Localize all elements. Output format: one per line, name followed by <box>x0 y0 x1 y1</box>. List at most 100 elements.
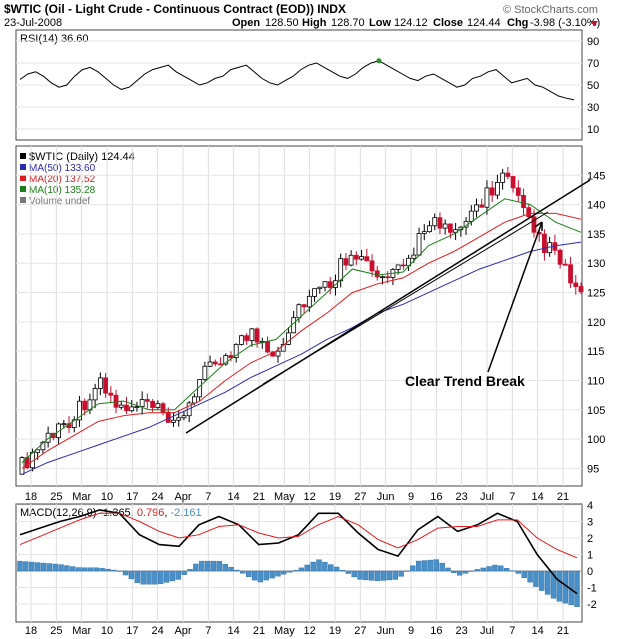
candle-up <box>171 419 176 423</box>
x-tick-label: 21 <box>253 491 265 503</box>
candle-up <box>432 217 438 227</box>
candle-down <box>353 254 359 260</box>
candle-up <box>395 264 401 270</box>
candle-down <box>400 264 406 267</box>
x-tick-label: 21 <box>557 491 569 503</box>
x-tick-label: 9 <box>408 625 414 637</box>
candle-up <box>176 417 182 421</box>
candle-up <box>139 399 145 408</box>
candle-up <box>202 365 208 380</box>
rsi-tick-label: 50 <box>587 80 599 92</box>
candle-down <box>212 361 218 365</box>
macd-histogram-bar <box>474 569 481 572</box>
candle-down <box>160 403 166 413</box>
open-value: 128.50 <box>265 17 299 29</box>
trend-line <box>185 179 591 434</box>
macd-tick-label: 3 <box>587 517 593 529</box>
macd-histogram-bar <box>304 564 310 572</box>
macd-histogram-bar <box>374 570 381 582</box>
x-tick-label: 7 <box>205 491 211 503</box>
candle-up <box>421 231 427 234</box>
candle-up <box>233 344 239 359</box>
candle-down <box>578 286 584 293</box>
x-tick-label: 25 <box>50 625 62 637</box>
candle-down <box>447 223 453 233</box>
candle-up <box>275 350 281 357</box>
price-tick-label: 130 <box>587 258 605 270</box>
candle-up <box>348 254 354 266</box>
close-label: Close <box>433 17 463 29</box>
macd-histogram-bar <box>328 564 334 572</box>
macd-histogram-bar <box>298 567 305 572</box>
legend-swatch <box>20 197 26 203</box>
x-tick-label: 16 <box>430 491 442 503</box>
candle-down <box>489 187 495 196</box>
trend-line-secondary <box>262 211 549 385</box>
candle-down <box>228 355 234 359</box>
macd-histogram-bar <box>275 570 281 577</box>
price-tick-label: 135 <box>587 229 605 241</box>
candle-up <box>40 441 46 451</box>
x-tick-label: 23 <box>456 491 468 503</box>
macd-histogram-bar <box>140 570 146 585</box>
macd-histogram-bar <box>392 570 398 580</box>
candle-up <box>359 256 364 260</box>
candle-up <box>306 295 312 308</box>
candle-down <box>374 270 380 278</box>
candle-up <box>312 288 317 297</box>
macd-histogram-bar <box>480 567 486 572</box>
candle-up <box>77 400 82 421</box>
price-tick-label: 110 <box>587 375 605 387</box>
macd-histogram-bar <box>515 570 522 574</box>
rsi-tick-label: 90 <box>587 36 599 48</box>
macd-histogram-bar <box>93 567 99 572</box>
x-tick-label: 14 <box>228 491 240 503</box>
candle-down <box>124 404 129 412</box>
x-tick-label: 24 <box>152 491 164 503</box>
candle-up <box>207 361 213 367</box>
x-tick-label: 10 <box>101 625 113 637</box>
macd-histogram-bar <box>492 564 498 572</box>
price-tick-label: 115 <box>587 346 605 358</box>
candle-down <box>542 233 547 254</box>
macd-histogram-bar <box>556 570 563 602</box>
x-tick-label: 9 <box>408 491 414 503</box>
candle-down <box>369 260 375 272</box>
macd-histogram-bar <box>128 570 135 580</box>
x-tick-label: 18 <box>25 491 37 503</box>
macd-histogram-bar <box>257 570 264 583</box>
legend-entry: MA(20) 137.52 <box>29 174 96 185</box>
macd-histogram-bar <box>457 570 463 576</box>
macd-histogram-bar <box>351 570 357 578</box>
x-tick-label: 14 <box>532 491 544 503</box>
macd-tick-label: 0 <box>587 566 593 578</box>
candle-down <box>265 340 270 353</box>
ma-line-20 <box>21 212 582 469</box>
axis-labels: 18182525MarMar101017172424AprApr77141421… <box>25 36 605 637</box>
candle-up <box>249 328 255 341</box>
macd-histogram-bar <box>433 559 439 572</box>
macd-histogram-bar <box>380 570 387 581</box>
macd-histogram-bar <box>292 570 299 572</box>
x-tick-label: 23 <box>456 625 468 637</box>
x-tick-label: 24 <box>152 625 164 637</box>
macd-histogram-bar <box>386 570 393 581</box>
x-tick-label: 21 <box>557 625 569 637</box>
x-tick-label: 12 <box>304 491 316 503</box>
price-tick-label: 140 <box>587 200 605 212</box>
high-value: 128.70 <box>331 17 365 29</box>
macd-histogram-bar <box>421 560 428 572</box>
ma-line-50 <box>21 241 582 475</box>
macd-panel: MACD(12,26,9) -1.365, 0.796, -2.161 <box>15 503 583 623</box>
candle-down <box>244 335 250 341</box>
rsi-tick-label: 30 <box>587 102 599 114</box>
macd-histogram-bar <box>169 570 176 582</box>
watermark: © StockCharts.com <box>503 4 598 16</box>
signal-line <box>19 512 578 559</box>
macd-tick-label: 4 <box>587 500 593 512</box>
candle-down <box>343 258 349 266</box>
candle-up <box>495 181 500 196</box>
macd-histogram-bar <box>228 566 234 572</box>
macd-histogram-bar <box>498 565 504 572</box>
macd-histogram-bar <box>99 567 105 572</box>
